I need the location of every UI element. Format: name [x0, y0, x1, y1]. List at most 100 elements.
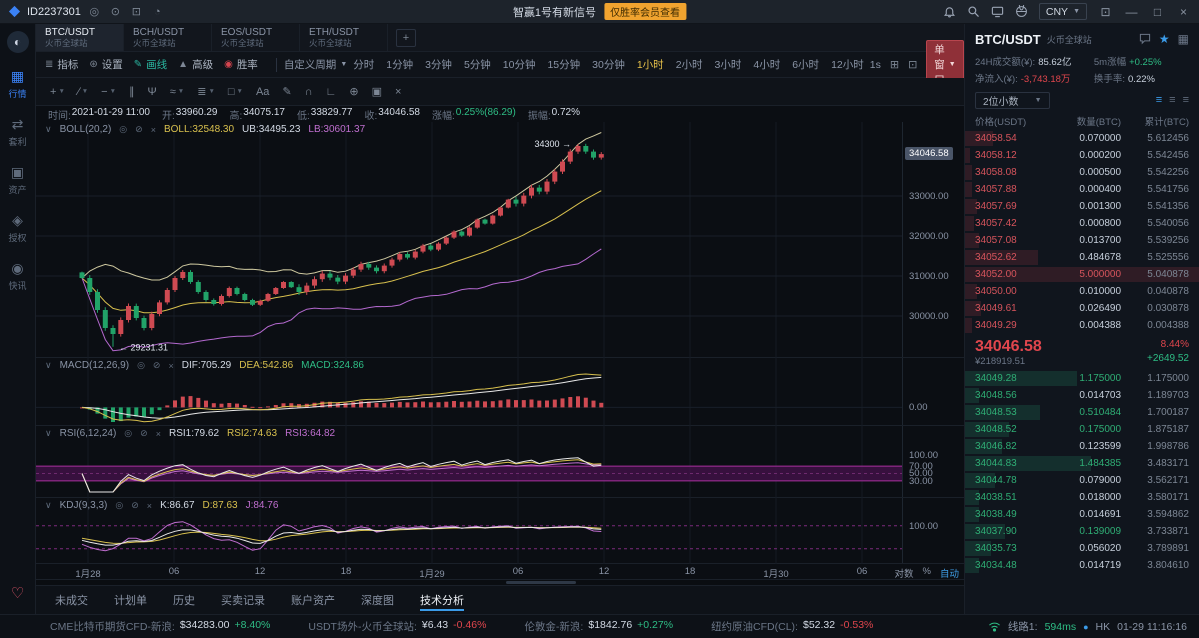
pitchfork-tool[interactable]: Ψ — [147, 85, 157, 98]
copy-icon[interactable]: ⊡ — [131, 6, 141, 18]
period-分时[interactable]: 分时 — [353, 59, 375, 71]
auto-scale-toggle[interactable]: 自动 — [939, 569, 959, 580]
globe-icon[interactable] — [1015, 5, 1028, 18]
bid-row[interactable]: 34044.78 0.079000 3.562171 — [965, 472, 1199, 489]
chat-icon[interactable] — [1139, 33, 1151, 45]
sidebar-logo[interactable]: ◐ — [6, 31, 29, 53]
notification-icon[interactable]: ◎ — [89, 6, 100, 18]
popout-window-icon[interactable]: ⊡ — [1100, 4, 1111, 19]
period-10分钟[interactable]: 10分钟 — [502, 59, 536, 71]
ask-row[interactable]: 34049.61 0.026490 0.030878 — [965, 300, 1199, 317]
indicator-close-icon[interactable]: × — [150, 124, 156, 135]
ask-row[interactable]: 34058.54 0.070000 5.612456 — [965, 130, 1199, 147]
shapes-tool[interactable]: □ ▼ — [227, 85, 243, 98]
search-icon[interactable] — [967, 5, 980, 18]
chart-scrollbar[interactable] — [36, 580, 964, 586]
period-30分钟[interactable]: 30分钟 — [592, 59, 625, 71]
sidebar-item-assets[interactable]: ▣ 资产 — [8, 165, 26, 196]
percent-scale-toggle[interactable]: % — [922, 566, 931, 577]
bell-icon[interactable] — [943, 5, 956, 18]
custom-period-button[interactable]: 自定义周期 ▼ — [284, 57, 347, 72]
ask-row[interactable]: 34052.62 0.484678 5.525556 — [965, 249, 1199, 266]
favorite-star-icon[interactable]: ★ — [1158, 32, 1170, 46]
bid-row[interactable]: 34048.52 0.175000 1.875187 — [965, 421, 1199, 438]
sidebar-item-arbitrage[interactable]: ⇄ 套利 — [8, 117, 26, 148]
kdj-panel[interactable]: ∨ KDJ(9,3,3) ◎ ⊘ × K:86.67 D:87.63 J:84.76 100.… — [36, 498, 964, 564]
indicator-settings-icon[interactable]: ◎ — [137, 360, 145, 370]
time-axis[interactable]: 对数 % 自动 1月28 06 12 18 1月29 06 12 18 1月30 06 — [36, 564, 964, 580]
indicator-settings-icon[interactable]: ◎ — [115, 500, 124, 510]
ask-row[interactable]: 34052.00 5.000000 5.040878 — [965, 266, 1199, 283]
pair-tab-eth-usdt[interactable]: ETH/USDT 火币全球站 — [300, 24, 388, 51]
collapse-icon[interactable]: ∨ — [45, 500, 52, 510]
sidebar-item-news[interactable]: ◉ 快讯 — [8, 261, 26, 292]
precision-selector[interactable]: 2位小数 ▼ — [975, 91, 1050, 109]
indicator-close-icon[interactable]: × — [155, 428, 161, 439]
minimize-icon[interactable]: — — [1125, 4, 1138, 19]
period-1小时[interactable]: 1小时 — [636, 59, 664, 71]
scrollbar-thumb[interactable] — [506, 581, 576, 584]
favorite-heart-icon[interactable]: ♡ — [10, 585, 25, 602]
history-clock-icon[interactable]: ◔ — [154, 5, 161, 18]
trend-line-tool[interactable]: ∕ ▼ — [77, 85, 89, 98]
sidebar-item-market[interactable]: ▦ 行情 — [8, 69, 26, 100]
bid-row[interactable]: 34049.28 1.175000 1.175000 — [965, 370, 1199, 387]
bottom-tab-0[interactable]: 未成交 — [55, 595, 88, 607]
indicator-hide-icon[interactable]: ⊘ — [152, 360, 161, 370]
bottom-tab-6[interactable]: 技术分析 — [407, 586, 477, 614]
fullscreen-icon[interactable]: ⊡ — [908, 59, 918, 71]
monitor-icon[interactable] — [991, 5, 1004, 18]
macd-panel[interactable]: ∨ MACD(12,26,9) ◎ ⊘ × DIF:705.29 DEA:542.86 MAC… — [36, 358, 964, 426]
bid-row[interactable]: 34035.73 0.056020 3.789891 — [965, 540, 1199, 557]
currency-selector[interactable]: CNY ▼ — [1038, 3, 1087, 20]
win-rate-button[interactable]: ◉ 胜率 — [224, 57, 258, 72]
indicators-button[interactable]: ≣ 指标 — [45, 57, 78, 72]
pair-tab-btc-usdt[interactable]: BTC/USDT 火币全球站 — [36, 24, 124, 51]
parallel-channel-tool[interactable]: ∥ — [129, 86, 135, 98]
settings-button[interactable]: ⊛ 设置 — [89, 57, 122, 72]
pair-tab-bch-usdt[interactable]: BCH/USDT 火币全球站 — [124, 24, 212, 51]
eye-icon[interactable]: ⊙ — [110, 6, 120, 18]
indicator-hide-icon[interactable]: ⊘ — [131, 500, 139, 510]
log-scale-toggle[interactable]: 对数 — [894, 569, 914, 580]
bottom-tab-3[interactable]: 买卖记录 — [221, 595, 265, 607]
bid-row[interactable]: 34046.82 0.123599 1.998786 — [965, 438, 1199, 455]
layout-grid-icon[interactable]: ▦ — [1177, 32, 1189, 46]
close-icon[interactable]: × — [1179, 4, 1187, 19]
period-3分钟[interactable]: 3分钟 — [425, 59, 452, 71]
bottom-tab-5[interactable]: 深度图 — [361, 595, 394, 607]
fibonacci-tool[interactable]: ≣ ▼ — [197, 86, 215, 98]
bottom-tab-4[interactable]: 账户资产 — [291, 595, 335, 607]
snapshot-tool[interactable]: ▣ — [371, 86, 382, 98]
vip-badge[interactable]: 仅胜率会员查看 — [604, 3, 687, 20]
collapse-icon[interactable]: ∨ — [45, 360, 52, 370]
indicator-close-icon[interactable]: × — [146, 500, 153, 511]
period-5分钟[interactable]: 5分钟 — [463, 59, 491, 71]
multi-layout-icon[interactable]: ⊞ — [889, 59, 900, 71]
ask-row[interactable]: 34057.08 0.013700 5.539256 — [965, 232, 1199, 249]
period-12小时[interactable]: 12小时 — [831, 59, 864, 71]
zoom-in-tool[interactable]: ⊕ — [349, 86, 359, 98]
line-label[interactable]: 线路1: — [1007, 621, 1038, 633]
period-15分钟[interactable]: 15分钟 — [547, 59, 581, 71]
maximize-icon[interactable]: □ — [1153, 4, 1162, 19]
seconds-button[interactable]: 1s — [869, 58, 881, 71]
wave-tool[interactable]: ≈ ▼ — [169, 85, 185, 98]
indicator-hide-icon[interactable]: ⊘ — [135, 124, 143, 134]
bid-row[interactable]: 34034.48 0.014719 3.804610 — [965, 557, 1199, 574]
indicator-hide-icon[interactable]: ⊘ — [140, 428, 148, 438]
ask-row[interactable]: 34057.88 0.000400 5.541756 — [965, 181, 1199, 198]
ask-row[interactable]: 34057.69 0.001300 5.541356 — [965, 198, 1199, 215]
add-tab-button[interactable]: + — [396, 28, 416, 47]
measure-tool[interactable]: ∟ — [325, 85, 337, 98]
collapse-icon[interactable]: ∨ — [45, 124, 52, 134]
view-both-icon[interactable]: ≡ — [1155, 94, 1163, 106]
indicator-settings-icon[interactable]: ◎ — [124, 428, 133, 438]
ask-row[interactable]: 34049.29 0.004388 0.004388 — [965, 317, 1199, 334]
bid-row[interactable]: 34038.51 0.018000 3.580171 — [965, 489, 1199, 506]
draw-line-button[interactable]: ✎ 画线 — [134, 57, 167, 72]
ask-row[interactable]: 34058.08 0.000500 5.542256 — [965, 164, 1199, 181]
period-3小时[interactable]: 3小时 — [714, 59, 742, 71]
view-bids-icon[interactable]: ≡ — [1182, 94, 1189, 106]
candlestick-panel[interactable]: 34300 → ← 29231.31 ∨ BOLL(20,2) ◎ ⊘ × BOLL:325… — [36, 122, 964, 358]
